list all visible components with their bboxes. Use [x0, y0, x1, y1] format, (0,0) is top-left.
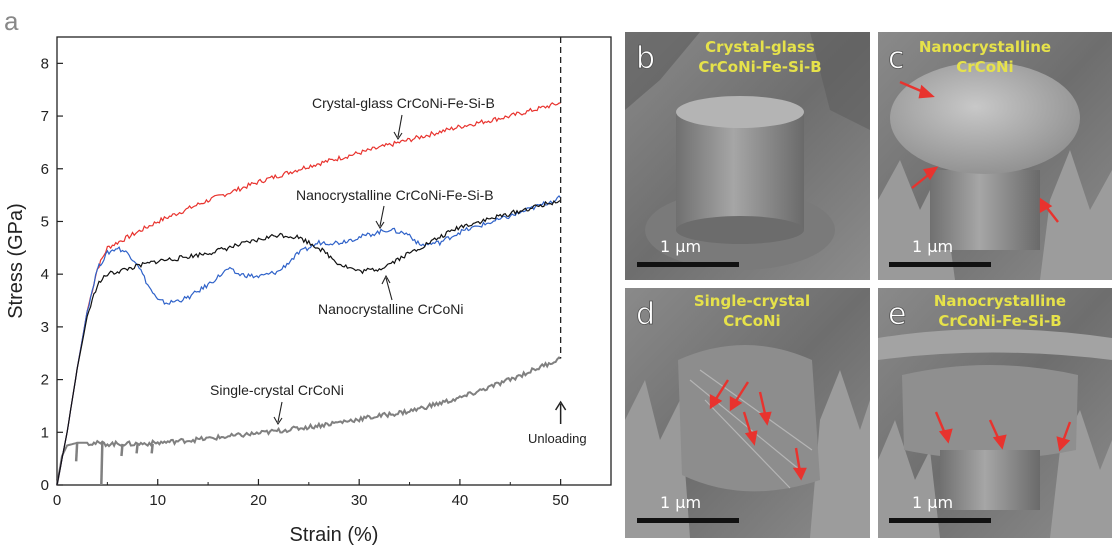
- scale-bar-b: [637, 262, 739, 267]
- caption-c-line1: Nanocrystalline: [919, 38, 1051, 56]
- y-axis-title: Stress (GPa): [5, 203, 27, 319]
- annotation-pointer: [385, 277, 393, 301]
- series-line-2: [56, 199, 561, 486]
- y-tick-label: 2: [41, 372, 49, 389]
- scale-label-d: 1 μm: [660, 493, 701, 512]
- y-tick-label: 7: [41, 108, 49, 125]
- series-line-0: [56, 102, 561, 486]
- strain-burst-mark: [150, 443, 154, 454]
- annotation-pointer-head: [393, 131, 403, 141]
- y-tick-label: 6: [41, 161, 49, 178]
- y-tick-label: 5: [41, 213, 49, 230]
- plot-frame: [56, 36, 612, 486]
- series-line-1: [56, 195, 562, 486]
- panel-letter-d: d: [636, 297, 655, 332]
- sem-panel-d: d Single-crystal CrCoNi 1 μm: [625, 288, 870, 538]
- caption-d-line2: CrCoNi: [723, 312, 780, 330]
- caption-e-line1: Nanocrystalline: [934, 292, 1066, 310]
- y-axis: 0 1 2 3 4 5 6 7 8: [41, 55, 63, 494]
- caption-b-line1: Crystal-glass: [705, 38, 815, 56]
- x-tick-label: 20: [250, 492, 267, 509]
- annotation-nano-fesib: Nanocrystalline CrCoNi-Fe-Si-B: [296, 187, 494, 203]
- sem-panel-b: b Crystal-glass CrCoNi-Fe-Si-B 1 μm: [625, 32, 870, 280]
- annotation-pointer: [379, 205, 385, 227]
- y-tick-label: 1: [41, 424, 49, 441]
- annotation-crystal-glass: Crystal-glass CrCoNi-Fe-Si-B: [312, 95, 495, 111]
- unloading-arrow-head: [555, 400, 567, 411]
- panel-letter-c: c: [888, 41, 905, 76]
- x-tick-label: 50: [552, 492, 569, 509]
- red-arrow-icons: [934, 411, 1072, 452]
- annotation-pointer-head: [273, 416, 283, 426]
- strain-burst-mark: [135, 443, 139, 454]
- x-tick-label: 10: [149, 492, 166, 509]
- unloading-arrow-icon: [555, 400, 567, 424]
- y-tick-label: 3: [41, 319, 49, 336]
- annotation-pointer: [397, 114, 403, 138]
- sem-panel-c: c Nanocrystalline CrCoNi 1 μm: [878, 32, 1112, 280]
- caption-e-line2: CrCoNi-Fe-Si-B: [938, 312, 1061, 330]
- sem-panel-e: e Nanocrystalline CrCoNi-Fe-Si-B 1 μm: [878, 288, 1112, 538]
- scale-label-b: 1 μm: [660, 237, 701, 256]
- annotation-single-crystal: Single-crystal CrCoNi: [210, 382, 344, 398]
- annotation-unloading: Unloading: [528, 431, 587, 446]
- scale-bar-c: [889, 262, 991, 267]
- x-tick-label: 30: [351, 492, 368, 509]
- panel-label-a: a: [4, 6, 19, 36]
- strain-burst-mark: [74, 442, 79, 462]
- y-tick-label: 0: [41, 477, 49, 494]
- scale-bar-e: [889, 518, 991, 523]
- annotation-nano-crconi: Nanocrystalline CrCoNi: [318, 301, 464, 317]
- annotation-pointer-head: [375, 220, 385, 230]
- strain-burst-mark: [120, 443, 124, 457]
- strain-burst-mark: [100, 442, 104, 486]
- caption-b-line2: CrCoNi-Fe-Si-B: [698, 58, 821, 76]
- series-layer: [56, 102, 562, 486]
- caption-c-line2: CrCoNi: [956, 58, 1013, 76]
- panel-letter-b: b: [636, 41, 655, 76]
- caption-d-line1: Single-crystal: [694, 292, 810, 310]
- series-line-3: [56, 356, 562, 486]
- annotation-pointer-head: [381, 274, 391, 285]
- red-arrow-icons: [709, 379, 807, 481]
- x-axis-title: Strain (%): [290, 524, 379, 546]
- panel-letter-e: e: [888, 297, 906, 332]
- red-arrow-icons: [899, 80, 1059, 223]
- stress-strain-chart: 0 10 20 30 40 50 0 1 2 3 4 5 6 7 8 Crystal-glass CrCo…: [5, 36, 612, 546]
- x-tick-label: 40: [452, 492, 469, 509]
- scale-label-e: 1 μm: [912, 493, 953, 512]
- x-tick-label: 0: [53, 492, 61, 509]
- y-tick-label: 4: [41, 266, 49, 283]
- annotation-pointer: [277, 401, 283, 423]
- y-tick-label: 8: [41, 55, 49, 72]
- scale-label-c: 1 μm: [912, 237, 953, 256]
- x-axis: 0 10 20 30 40 50: [53, 479, 569, 509]
- scale-bar-d: [637, 518, 739, 523]
